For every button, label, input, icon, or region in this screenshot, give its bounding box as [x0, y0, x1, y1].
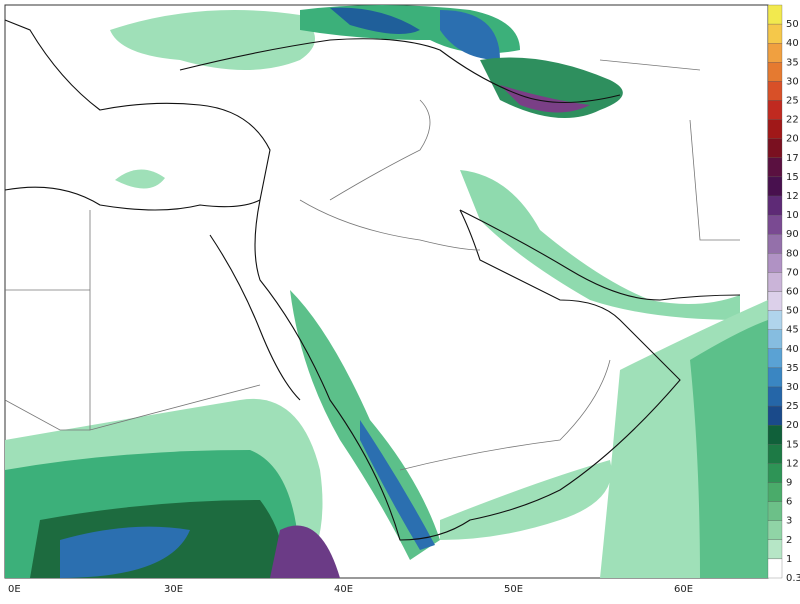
colorbar-swatch	[767, 310, 783, 330]
colorbar-swatch	[767, 81, 783, 101]
colorbar-label: 10	[786, 210, 799, 221]
colorbar-label: 45	[786, 325, 799, 336]
x-axis-label: 0E	[8, 584, 21, 595]
colorbar-label: 15	[786, 439, 799, 450]
colorbar-swatch	[767, 119, 783, 139]
colorbar-swatch	[767, 234, 783, 254]
coastlines	[4, 19, 741, 541]
colorbar-swatch	[767, 62, 783, 82]
colorbar-label: 17	[786, 153, 799, 164]
colorbar-swatch	[767, 138, 783, 158]
colorbar-swatch	[767, 348, 783, 369]
colorbar-swatch	[767, 558, 783, 579]
colorbar-swatch	[767, 176, 783, 197]
colorbar-swatch	[767, 425, 783, 445]
x-axis-label: 40E	[334, 584, 353, 595]
colorbar-label: 0.3	[786, 573, 800, 584]
colorbar-label: 50	[786, 19, 799, 30]
borders	[4, 59, 740, 471]
colorbar-label: 3	[786, 516, 792, 527]
colorbar-swatch	[767, 463, 783, 483]
colorbar-label: 12	[786, 458, 799, 469]
x-axis-label: 30E	[164, 584, 183, 595]
colorbar-label: 9	[786, 478, 792, 489]
colorbar-swatch	[767, 253, 783, 273]
colorbar-swatch	[767, 4, 783, 25]
x-axis-label: 60E	[674, 584, 693, 595]
colorbar-label: 25	[786, 96, 799, 107]
colorbar-swatch	[767, 386, 783, 407]
colorbar-label: 6	[786, 497, 792, 508]
colorbar-label: 20	[786, 134, 799, 145]
colorbar: 5040353025222017151210908070605045403530…	[767, 4, 800, 584]
colorbar-swatch	[767, 501, 783, 521]
colorbar-label: 1	[786, 554, 792, 565]
x-axis-label: 50E	[504, 584, 523, 595]
colorbar-label: 35	[786, 57, 799, 68]
colorbar-swatch	[767, 157, 783, 178]
colorbar-swatch	[767, 23, 783, 44]
colorbar-swatch	[767, 329, 783, 349]
colorbar-label: 2	[786, 535, 792, 546]
colorbar-label: 30	[786, 76, 799, 87]
colorbar-swatch	[767, 405, 783, 426]
colorbar-swatch	[767, 43, 783, 63]
colorbar-swatch	[767, 195, 783, 216]
colorbar-label: 35	[786, 363, 799, 374]
colorbar-swatch	[767, 482, 783, 502]
colorbar-label: 80	[786, 248, 799, 259]
colorbar-swatch	[767, 272, 783, 292]
colorbar-label: 30	[786, 382, 799, 393]
colorbar-label: 90	[786, 229, 799, 240]
colorbar-swatch	[767, 539, 783, 560]
colorbar-label: 70	[786, 267, 799, 278]
colorbar-swatch	[767, 291, 783, 311]
colorbar-swatch	[767, 520, 783, 540]
colorbar-label: 15	[786, 172, 799, 183]
colorbar-swatch	[767, 100, 783, 120]
colorbar-swatch	[767, 367, 783, 388]
colorbar-label: 40	[786, 38, 799, 49]
colorbar-label: 60	[786, 287, 799, 298]
colorbar-label: 40	[786, 344, 799, 355]
colorbar-label: 20	[786, 420, 799, 431]
colorbar-label: 50	[786, 306, 799, 317]
colorbar-swatch	[767, 444, 783, 464]
colorbar-label: 12	[786, 191, 799, 202]
colorbar-label: 25	[786, 401, 799, 412]
colorbar-label: 22	[786, 115, 799, 126]
precip-fields	[5, 5, 768, 578]
colorbar-swatch	[767, 214, 783, 235]
